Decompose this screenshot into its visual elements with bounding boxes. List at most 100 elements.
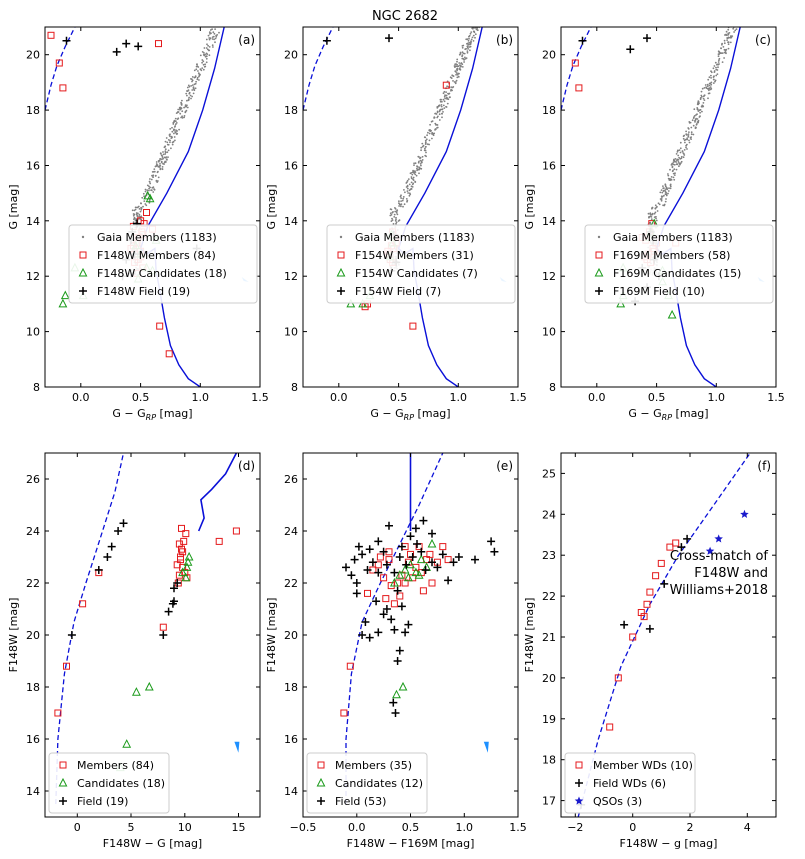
gaia-member-point [665,186,668,189]
y-axis-label: G [mag] [265,184,278,229]
gaia-member-point [702,95,705,98]
gaia-member-point [716,73,719,75]
gaia-member-point [202,68,205,71]
legend-entry: F148W Field (19) [97,285,190,298]
gaia-member-point [162,153,165,156]
y-tick-label: 22 [26,577,40,590]
gaia-member-point [678,149,681,152]
gaia-member-point [649,223,652,225]
gaia-member-point [181,110,184,113]
y-axis-label: F148W [mag] [7,598,20,673]
legend-entry: Field WDs (6) [593,777,666,790]
gaia-member-point [419,163,422,165]
field-point [408,553,417,561]
y-tick-label: 10 [26,326,40,339]
legend-entry: F148W Candidates (18) [97,267,227,280]
candidate-point [389,577,399,587]
gaia-member-point [174,120,177,122]
gaia-member-point [721,61,724,63]
gaia-member-point [715,68,718,71]
gaia-member-point [705,87,708,89]
gaia-member-point [199,54,202,57]
gaia-member-point [669,185,672,188]
gaia-member-point [407,178,410,181]
gaia-member-point [437,115,439,118]
gaia-member-point [389,208,392,211]
gaia-member-point [174,123,177,126]
gaia-member-point [418,160,420,163]
gaia-member-point [446,85,448,88]
gaia-member-point [208,46,211,48]
gaia-member-point [405,182,408,184]
gaia-member-point [667,192,669,195]
candidate-point [182,562,192,571]
isochrone-line [197,453,238,532]
gaia-member-point [454,70,457,73]
field-point [438,550,447,559]
gaia-member-point [179,108,181,111]
gaia-member-point [673,168,676,171]
field-point [361,618,370,626]
gaia-member-point [191,84,194,86]
field-point [395,553,404,561]
gaia-member-point [192,92,195,95]
gaia-member-point [418,172,420,175]
plot-area [45,27,249,387]
gaia-member-point [161,155,164,157]
gaia-member-point [443,90,446,93]
gaia-member-point [158,160,160,163]
gaia-member-point [720,47,722,50]
legend-box [584,224,774,304]
gaia-member-point [726,39,728,41]
gaia-member-point [696,118,699,120]
x-tick-label: 10 [178,821,192,834]
gaia-member-point [176,132,179,135]
gaia-member-point [191,79,194,82]
field-point [372,597,381,606]
gaia-member-point [406,179,409,182]
gaia-member-point [664,200,667,203]
y-tick-label: 12 [542,270,556,283]
gaia-member-point [461,66,464,68]
gaia-member-point [398,205,400,207]
gaia-member-point [697,110,700,112]
gaia-member-point [201,51,204,53]
gaia-member-point [145,204,148,207]
gaia-member-point [168,134,171,136]
gaia-member-point [443,95,446,98]
field-point [342,563,350,572]
gaia-member-point [216,34,219,36]
gaia-member-point [413,171,416,174]
x-tick-label: 1.5 [509,821,527,834]
gaia-member-point [144,188,147,191]
gaia-member-point [686,148,688,150]
field-point [385,521,393,530]
candidate-point [144,681,154,691]
gaia-member-point [696,121,699,123]
legend-entry: F154W Field (7) [355,285,441,298]
candidate-point [145,193,155,203]
gaia-member-point [700,90,703,93]
gaia-member-point [149,182,152,185]
gaia-member-point [442,98,445,101]
field-point [454,553,463,561]
field-point [382,560,391,569]
axes-frame [44,26,261,388]
field-point [159,631,168,639]
gaia-member-point [163,163,165,166]
gaia-member-point [154,174,157,177]
gaia-member-point [434,112,436,115]
gaia-member-point [152,174,155,177]
member-point [54,709,62,717]
gaia-member-point [697,119,700,122]
candidate-point [131,687,141,696]
gaia-member-point [173,120,176,123]
gaia-member-point [669,183,672,186]
legend-box [564,752,696,814]
y-tick-label: 16 [284,733,298,746]
gaia-member-point [667,173,669,175]
gaia-member-point [724,49,727,52]
field-point [122,39,131,48]
gaia-member-point [185,105,188,108]
gaia-member-point [208,31,211,34]
